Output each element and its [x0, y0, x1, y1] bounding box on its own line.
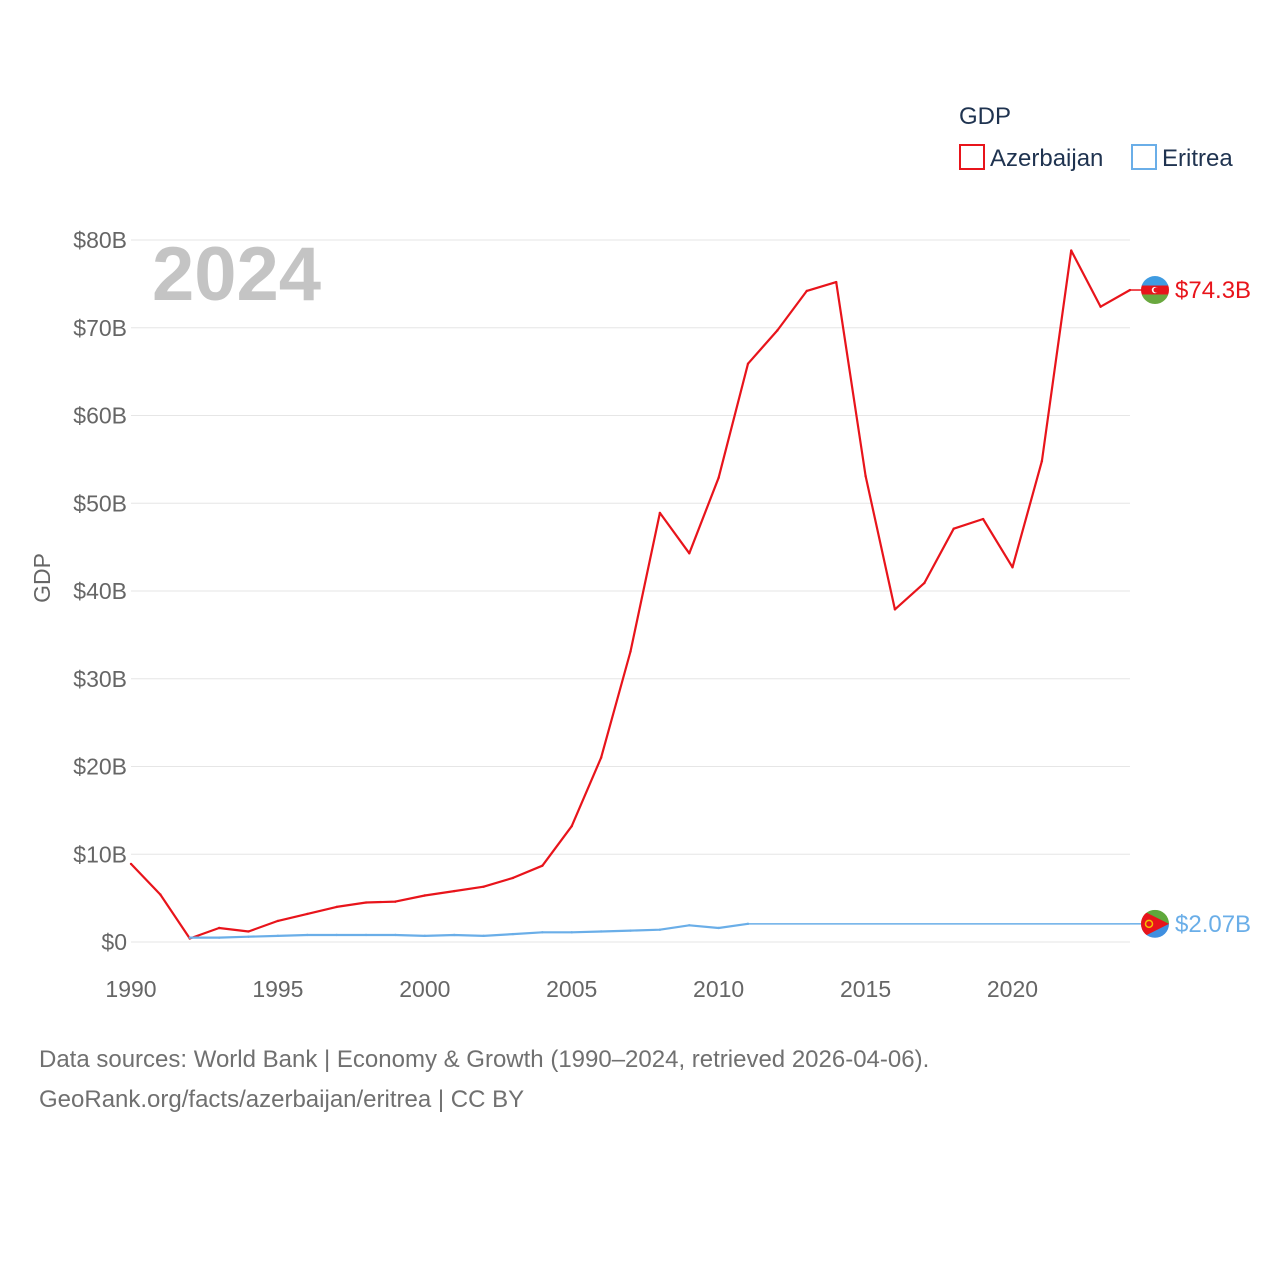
x-axis-ticks: 1990 1995 2000 2005 2010 2015 2020 — [105, 976, 1038, 1002]
data-point — [658, 928, 662, 931]
y-tick-label: $30B — [73, 666, 127, 692]
data-point — [923, 581, 926, 585]
data-point — [364, 901, 368, 904]
y-axis-ticks: $0 $10B $20B $30B $40B $50B $60B $70B $80B — [73, 227, 127, 955]
footer-sources: Data sources: World Bank | Economy & Gro… — [39, 1046, 930, 1073]
data-point — [864, 474, 867, 478]
data-point — [717, 476, 720, 480]
data-point — [717, 926, 720, 930]
data-point — [423, 934, 427, 938]
data-point — [570, 931, 573, 934]
data-point — [688, 924, 691, 927]
data-point — [335, 905, 338, 909]
data-point — [217, 936, 221, 939]
series-line-azerbaijan — [130, 249, 1131, 940]
data-point — [306, 933, 309, 937]
data-point — [453, 889, 456, 893]
footer: Data sources: World Bank | Economy & Gro… — [39, 1040, 1239, 1120]
gdp-line-chart: $0$10B$20B$30B$40B$50B$60B$70B$80B 1990 1… — [29, 103, 1251, 1002]
x-tick-label: 2010 — [693, 976, 744, 1002]
data-point — [453, 933, 456, 937]
data-point — [217, 926, 221, 930]
data-point — [1040, 459, 1044, 463]
x-tick-label: 2020 — [987, 976, 1038, 1002]
eritrea-flag-icon — [1141, 909, 1169, 938]
legend-label-eritrea[interactable]: Eritrea — [1162, 145, 1233, 172]
data-point — [1099, 305, 1102, 308]
data-point — [247, 935, 250, 938]
x-tick-label: 2015 — [840, 976, 891, 1002]
y-tick-label: $50B — [73, 490, 127, 516]
x-tick-label: 2000 — [399, 976, 450, 1002]
legend-swatch-azerbaijan[interactable] — [959, 144, 985, 170]
legend: GDP Azerbaijan Eritrea — [959, 103, 1233, 172]
data-point — [599, 756, 603, 759]
legend-label-azerbaijan[interactable]: Azerbaijan — [990, 145, 1103, 172]
end-markers: $74.3B $2.07B — [1130, 276, 1251, 938]
data-point — [541, 864, 544, 867]
data-point — [746, 362, 750, 365]
year-watermark: 2024 — [152, 232, 321, 317]
y-tick-label: $70B — [73, 315, 127, 341]
data-point — [247, 930, 250, 933]
data-point — [834, 280, 838, 284]
data-point — [188, 936, 191, 939]
data-point — [599, 930, 603, 933]
y-tick-label: $20B — [73, 754, 127, 780]
data-point — [276, 934, 280, 938]
data-point — [629, 929, 632, 932]
y-tick-label: $10B — [73, 841, 127, 867]
data-point — [629, 650, 632, 653]
data-point — [1011, 566, 1014, 569]
y-tick-label: $80B — [73, 227, 127, 253]
x-tick-label: 1990 — [105, 976, 156, 1002]
end-value-label-eritrea: $2.07B — [1175, 911, 1251, 938]
y-tick-label: $60B — [73, 403, 127, 429]
data-point — [306, 912, 309, 916]
data-point — [805, 289, 808, 293]
data-point — [423, 894, 427, 897]
data-point — [570, 824, 573, 828]
y-axis-label: GDP — [29, 553, 55, 603]
data-point — [482, 934, 485, 938]
data-point — [335, 933, 338, 937]
data-point — [511, 876, 515, 880]
x-tick-label: 1995 — [252, 976, 303, 1002]
x-tick-label: 2005 — [546, 976, 597, 1002]
data-point — [364, 933, 368, 937]
gridlines — [131, 239, 1130, 943]
data-point — [1070, 249, 1073, 252]
data-point — [276, 919, 280, 923]
data-point — [981, 517, 985, 521]
data-point — [482, 885, 485, 888]
data-point — [952, 527, 955, 530]
series-lines — [129, 249, 1132, 940]
footer-link[interactable]: GeoRank.org/facts/azerbaijan/eritrea | C… — [39, 1086, 525, 1113]
data-point — [541, 931, 544, 934]
data-point — [511, 932, 515, 936]
end-value-label-azerbaijan: $74.3B — [1175, 277, 1251, 304]
data-point — [688, 552, 691, 555]
legend-title: GDP — [959, 103, 1011, 130]
azerbaijan-flag-icon — [1141, 276, 1169, 305]
data-point — [159, 893, 162, 896]
legend-swatch-eritrea[interactable] — [1131, 144, 1157, 170]
data-point — [658, 511, 662, 515]
y-tick-label: $0 — [101, 929, 127, 955]
y-tick-label: $40B — [73, 578, 127, 604]
data-point — [394, 900, 397, 903]
data-point — [129, 862, 133, 866]
series-line-eritrea — [189, 922, 749, 939]
data-point — [776, 329, 779, 332]
data-point — [893, 608, 897, 611]
data-point — [394, 933, 397, 937]
